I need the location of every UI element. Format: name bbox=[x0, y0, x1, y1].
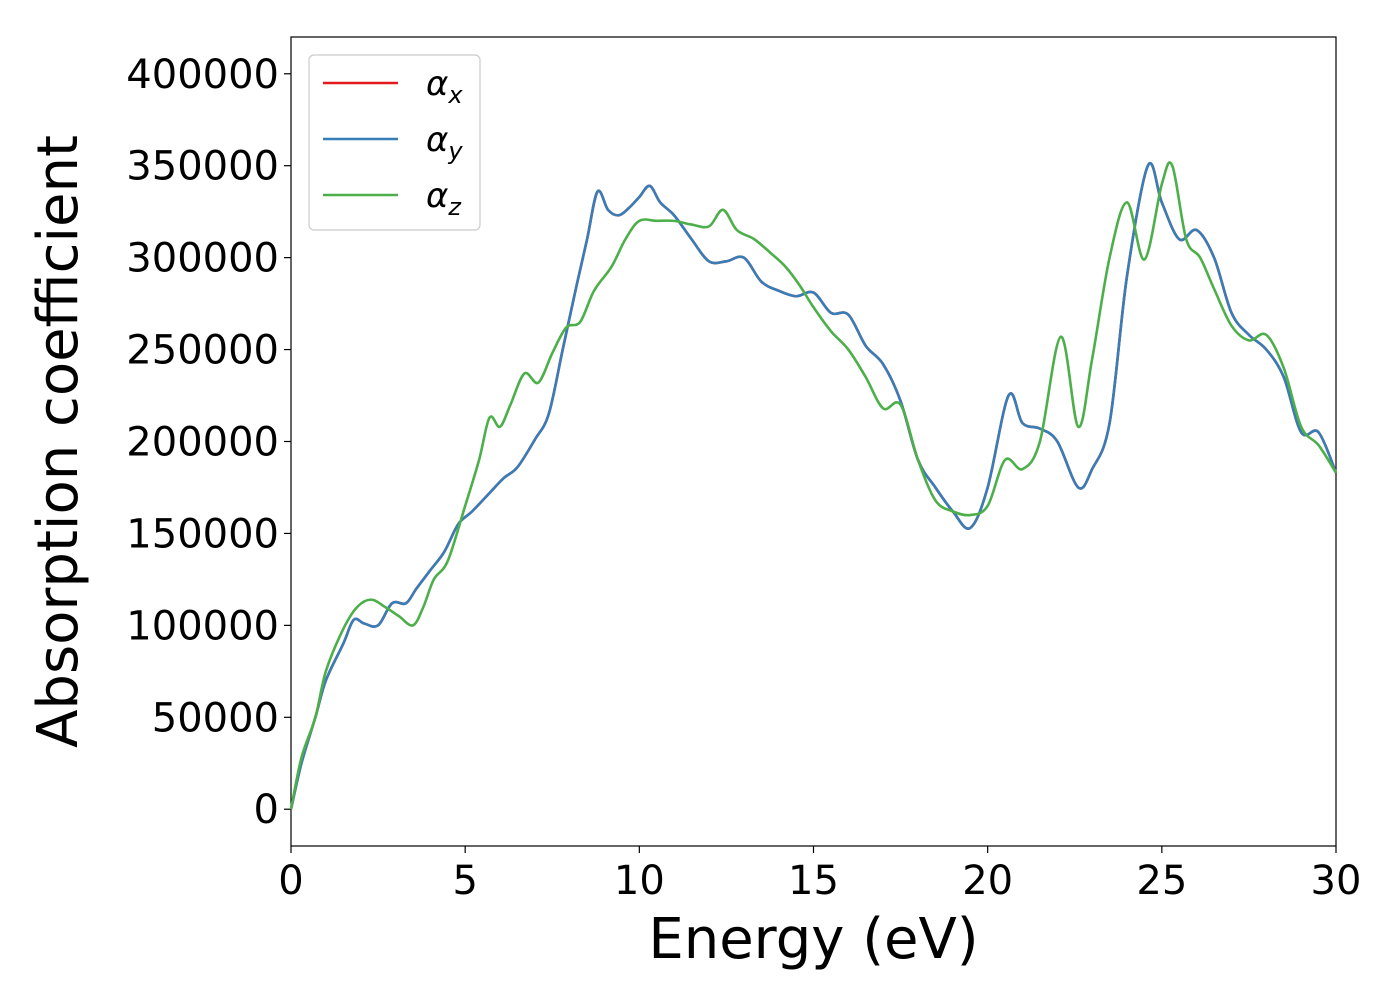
x-tick-label: 25 bbox=[1136, 858, 1187, 904]
y-tick-label: 300000 bbox=[126, 236, 279, 282]
x-axis-label: Energy (eV) bbox=[648, 907, 978, 972]
y-tick-label: 150000 bbox=[126, 511, 279, 557]
y-tick-label: 200000 bbox=[126, 420, 279, 466]
x-tick-label: 5 bbox=[452, 858, 477, 904]
y-tick-label: 0 bbox=[254, 787, 279, 833]
y-axis-ticks: 0 50000 100000 150000 200000 250000 300000 3500… bbox=[126, 52, 291, 833]
legend: αx αy αz bbox=[308, 54, 481, 231]
legend-label-alpha-z: αz bbox=[426, 176, 462, 221]
series-lines bbox=[289, 161, 1338, 810]
y-axis-label: Absorption coefficient bbox=[26, 135, 91, 748]
x-tick-label: 20 bbox=[962, 858, 1013, 904]
legend-label-alpha-y: αy bbox=[426, 120, 463, 165]
series-line-alpha-z bbox=[289, 161, 1338, 810]
y-tick-label: 50000 bbox=[152, 695, 279, 741]
x-tick-label: 0 bbox=[278, 858, 303, 904]
series-line-alpha-x bbox=[289, 161, 1338, 810]
series-line-alpha-y bbox=[289, 161, 1338, 810]
x-tick-label: 30 bbox=[1311, 858, 1362, 904]
y-tick-label: 350000 bbox=[126, 144, 279, 190]
y-tick-label: 100000 bbox=[126, 603, 279, 649]
legend-label-alpha-x: αx bbox=[426, 64, 463, 109]
x-tick-label: 10 bbox=[614, 858, 665, 904]
x-tick-label: 15 bbox=[788, 858, 839, 904]
y-tick-label: 250000 bbox=[126, 328, 279, 374]
x-axis-ticks: 0 5 10 15 20 25 30 bbox=[278, 846, 1361, 904]
legend-box bbox=[308, 54, 481, 231]
y-tick-label: 400000 bbox=[126, 52, 279, 98]
